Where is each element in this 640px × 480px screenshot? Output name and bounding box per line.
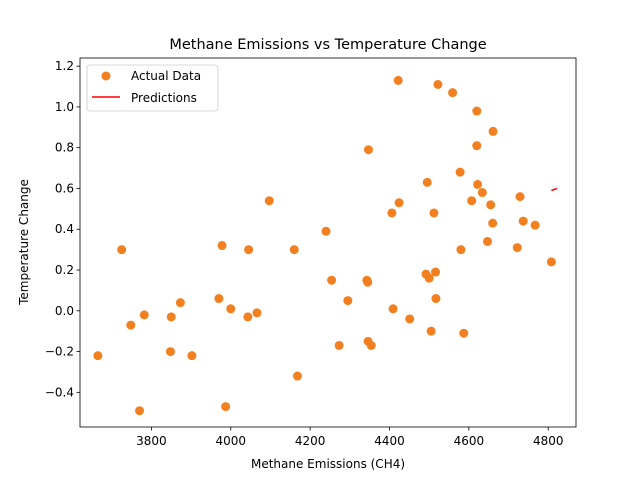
x-tick-label-1: 4000 xyxy=(216,434,247,448)
data-point-13 xyxy=(243,312,253,322)
points-layer xyxy=(93,75,556,416)
data-point-16 xyxy=(264,196,274,206)
data-point-52 xyxy=(488,218,498,228)
data-point-34 xyxy=(422,177,432,187)
data-point-4 xyxy=(139,310,149,320)
data-point-53 xyxy=(488,126,498,136)
data-point-24 xyxy=(363,277,373,287)
data-point-29 xyxy=(388,304,398,314)
y-tick-label-1: −0.2 xyxy=(45,345,74,359)
data-point-6 xyxy=(166,312,176,322)
data-point-46 xyxy=(472,106,482,116)
data-point-30 xyxy=(393,75,403,85)
data-point-39 xyxy=(431,294,441,304)
data-point-28 xyxy=(387,208,397,218)
legend-label-predictions: Predictions xyxy=(131,91,197,105)
data-point-32 xyxy=(405,314,415,324)
legend: Actual Data Predictions xyxy=(86,64,219,112)
data-point-11 xyxy=(221,402,231,412)
data-point-40 xyxy=(433,80,443,89)
data-point-8 xyxy=(187,351,197,361)
data-point-47 xyxy=(472,141,482,151)
data-point-31 xyxy=(394,198,404,208)
data-point-12 xyxy=(226,304,236,314)
x-axis: 3800 4000 4200 4400 4600 4800 xyxy=(136,427,563,448)
data-point-38 xyxy=(431,267,441,277)
data-point-41 xyxy=(448,88,458,98)
data-point-10 xyxy=(217,241,227,251)
x-tick-label-4: 4600 xyxy=(454,434,485,448)
y-tick-label-5: 0.6 xyxy=(55,181,74,195)
data-point-36 xyxy=(426,326,436,336)
y-axis-label: Temperature Change xyxy=(17,179,31,306)
y-tick-label-8: 1.2 xyxy=(55,59,74,73)
legend-marker-actual-data xyxy=(101,71,111,81)
y-tick-label-6: 0.8 xyxy=(55,141,74,155)
data-point-14 xyxy=(244,245,254,255)
data-point-5 xyxy=(165,347,175,357)
line-layer xyxy=(551,187,558,192)
data-point-15 xyxy=(252,308,262,318)
data-point-54 xyxy=(512,243,522,253)
plot-frame xyxy=(79,57,577,428)
data-point-56 xyxy=(518,216,528,226)
x-axis-label: Methane Emissions (CH4) xyxy=(251,457,405,471)
data-point-17 xyxy=(289,245,299,255)
data-point-57 xyxy=(530,220,540,230)
data-point-37 xyxy=(429,208,439,218)
data-point-35 xyxy=(424,273,434,283)
data-point-58 xyxy=(546,257,556,267)
data-point-43 xyxy=(456,245,466,255)
data-point-3 xyxy=(135,406,145,416)
data-point-19 xyxy=(321,226,331,236)
y-tick-label-4: 0.4 xyxy=(55,222,74,236)
data-point-55 xyxy=(515,192,525,202)
data-point-44 xyxy=(459,328,469,338)
data-point-27 xyxy=(366,340,376,350)
data-point-7 xyxy=(175,298,185,308)
data-point-2 xyxy=(126,320,136,330)
x-tick-label-5: 4800 xyxy=(533,434,564,448)
x-tick-label-3: 4400 xyxy=(374,434,405,448)
data-point-0 xyxy=(93,351,103,361)
data-point-48 xyxy=(473,179,483,189)
y-tick-label-0: −0.4 xyxy=(45,385,74,399)
y-tick-label-3: 0.2 xyxy=(55,263,74,277)
data-point-1 xyxy=(117,245,127,255)
x-tick-label-0: 3800 xyxy=(136,434,167,448)
data-point-21 xyxy=(334,340,344,350)
legend-box xyxy=(86,64,219,112)
data-point-49 xyxy=(477,188,487,198)
data-point-50 xyxy=(483,236,493,246)
data-point-51 xyxy=(486,200,496,210)
legend-label-actual-data: Actual Data xyxy=(131,69,201,83)
y-axis: −0.4 −0.2 0.0 0.2 0.4 0.6 0.8 1.0 1.2 xyxy=(45,59,80,399)
chart-title: Methane Emissions vs Temperature Change xyxy=(169,37,486,53)
data-point-22 xyxy=(343,296,353,306)
y-tick-label-2: 0.0 xyxy=(55,304,74,318)
data-point-42 xyxy=(455,167,465,177)
data-point-26 xyxy=(363,145,373,155)
data-point-18 xyxy=(292,371,302,381)
data-point-45 xyxy=(467,196,477,206)
data-point-9 xyxy=(214,294,224,304)
x-tick-label-2: 4200 xyxy=(295,434,326,448)
y-tick-label-7: 1.0 xyxy=(55,100,74,114)
predictions-line xyxy=(551,187,558,192)
data-point-20 xyxy=(327,275,337,285)
